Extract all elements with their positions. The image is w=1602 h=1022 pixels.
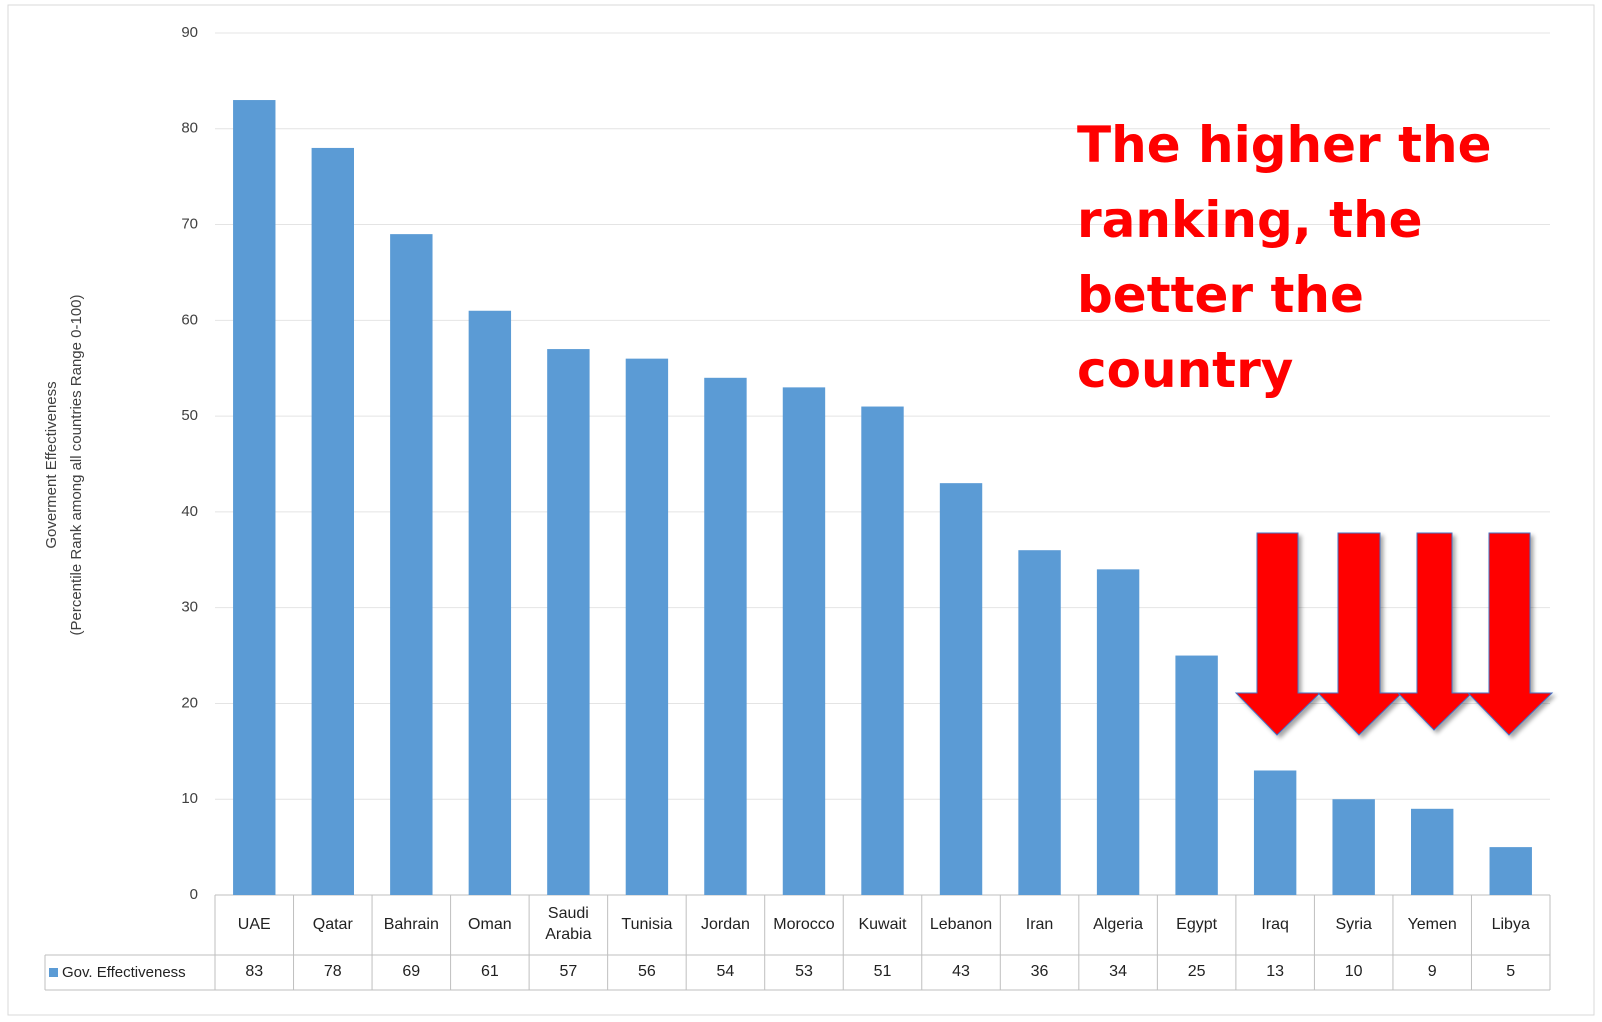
bar: [547, 349, 590, 896]
x-tick-label: Algeria: [1093, 915, 1143, 933]
y-tick-label: 10: [181, 790, 198, 807]
y-tick-label: 80: [181, 120, 198, 137]
legend-label: Gov. Effectiveness: [62, 963, 186, 981]
bar: [861, 406, 904, 895]
annotation-line: country: [1077, 341, 1294, 399]
annotation-line: The higher the: [1077, 116, 1492, 174]
arrow: [1316, 532, 1404, 736]
data-table-value: 53: [795, 963, 813, 981]
bar: [1489, 847, 1532, 895]
x-tick-label: Morocco: [773, 915, 835, 933]
x-tick-label: Oman: [468, 915, 512, 933]
annotation-line: ranking, the: [1077, 191, 1423, 249]
bar: [1175, 655, 1218, 895]
data-table-value: 57: [559, 963, 578, 981]
data-table-value: 9: [1427, 963, 1437, 981]
data-table-value: 36: [1030, 963, 1049, 981]
arrow: [1396, 532, 1474, 731]
x-tick-label: Egypt: [1176, 915, 1218, 933]
y-axis-title: Goverment Effectiveness: [43, 381, 60, 548]
bar: [939, 483, 983, 895]
legend-item: Gov. Effectiveness: [45, 955, 215, 990]
arrow: [1234, 532, 1322, 736]
bar: [704, 377, 747, 895]
data-table-value: 69: [402, 963, 421, 981]
data-table-value: 78: [323, 963, 342, 981]
y-tick-label: 30: [181, 599, 198, 616]
bar: [390, 234, 433, 896]
bar: [1253, 770, 1297, 895]
data-table-value: 43: [952, 963, 970, 981]
data-table-value: 83: [245, 963, 264, 981]
x-tick-label: UAE: [237, 915, 271, 933]
x-tick-label: Libya: [1491, 915, 1530, 933]
data-table-value: 10: [1344, 963, 1363, 981]
y-tick-label: 0: [190, 886, 198, 903]
bar: [1332, 799, 1375, 895]
bar: [468, 310, 512, 895]
y-tick-label: 40: [181, 503, 198, 520]
data-table-value: 61: [480, 963, 499, 981]
bar: [311, 147, 354, 895]
bar: [1411, 808, 1454, 895]
y-tick-label: 90: [181, 24, 198, 41]
y-axis-title: (Percentile Rank among all countries Ran…: [68, 294, 85, 635]
annotation-line: better the: [1077, 266, 1364, 324]
data-table-value: 51: [873, 963, 892, 981]
bar: [782, 387, 826, 895]
arrow: [1466, 532, 1554, 736]
bar: [1018, 550, 1061, 895]
data-table-value: 34: [1109, 963, 1127, 981]
bar: [233, 100, 276, 896]
x-tick-label: Syria: [1335, 915, 1372, 933]
data-table-value: 5: [1506, 963, 1516, 981]
y-tick-label: 70: [181, 216, 198, 233]
x-tick-label: Jordan: [700, 915, 750, 933]
x-tick-label: Iraq: [1261, 915, 1289, 933]
x-tick-label: Saudi Arabia: [545, 905, 592, 943]
x-tick-label: Kuwait: [858, 915, 907, 933]
annotation: The higher the ranking, the better the coun…: [1077, 108, 1492, 408]
x-tick-label: Tunisia: [621, 915, 673, 933]
data-table-value: 25: [1187, 963, 1206, 981]
chart-border: [7, 4, 1595, 1016]
y-tick-label: 60: [181, 311, 198, 328]
data-table-value: 13: [1266, 963, 1285, 981]
x-tick-label: Lebanon: [929, 915, 993, 933]
bar: [625, 358, 669, 896]
x-tick-label: Yemen: [1407, 915, 1457, 933]
x-tick-label: Qatar: [312, 915, 353, 933]
x-tick-label: Bahrain: [383, 915, 439, 933]
x-tick-label: Iran: [1025, 915, 1054, 933]
arrows: [1234, 532, 1554, 736]
legend-swatch: [49, 968, 58, 977]
y-tick-label: 50: [181, 407, 198, 424]
data-table-value: 54: [716, 963, 735, 981]
bar: [1096, 569, 1140, 895]
y-tick-label: 20: [181, 694, 198, 711]
data-table-value: 56: [638, 963, 656, 981]
